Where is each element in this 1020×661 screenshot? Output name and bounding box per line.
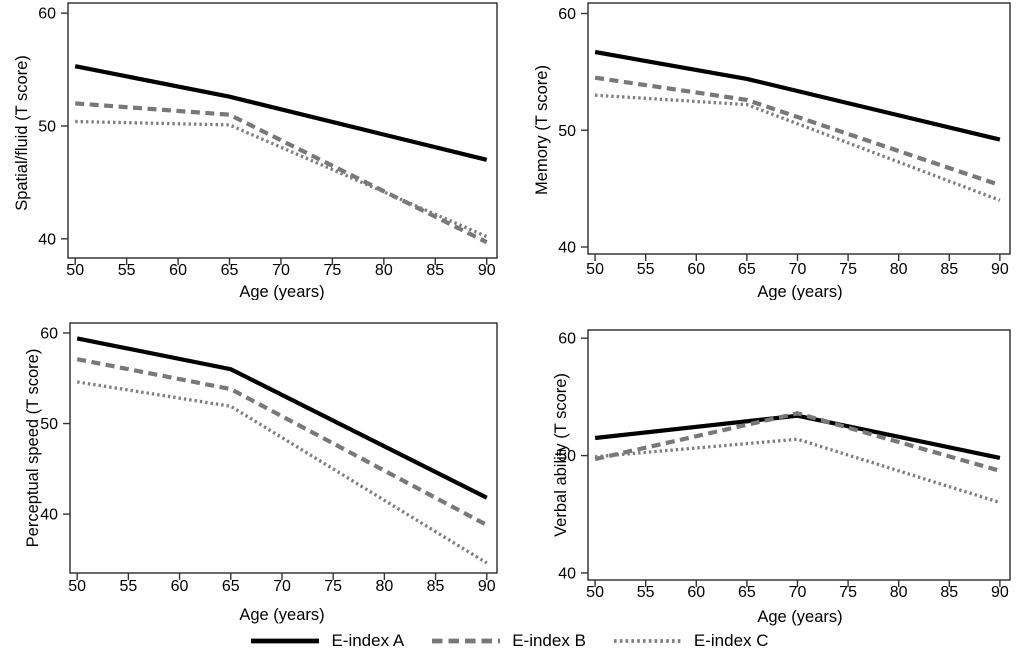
y-tick-label: 60: [558, 6, 576, 23]
series-line-e-index-b: [75, 101, 488, 245]
legend-label: E-index B: [512, 631, 586, 650]
series-line-e-index-a: [594, 413, 1001, 460]
legend-swatch-solid-line: [251, 638, 320, 644]
y-tick-label: 60: [38, 6, 56, 23]
x-tick-label: 75: [839, 261, 857, 278]
y-tick-label: 50: [40, 416, 58, 433]
x-tick-label: 90: [478, 262, 496, 279]
x-tick-label: 50: [68, 578, 86, 595]
series-line-e-index-b: [594, 411, 1001, 473]
y-axis-label: Verbal ability (T score): [552, 373, 570, 537]
x-tick-label: 80: [375, 262, 393, 279]
x-tick-label: 75: [323, 262, 341, 279]
chart-perceptual-speed: 40 50 60 50 55 60 65 70 75 80 85 90 Age (years) Per…: [24, 322, 498, 624]
series-line-e-index-a: [74, 64, 488, 162]
plot-frame: [587, 2, 1011, 255]
x-tick-label: 65: [738, 584, 756, 601]
legend-item-e-index-b: E-index B: [432, 631, 586, 651]
x-tick-label: 60: [171, 578, 189, 595]
legend-item-e-index-c: E-index C: [613, 631, 769, 651]
legend-swatch-dotted-line: [613, 639, 682, 643]
series-line-e-index-c: [75, 119, 488, 239]
series-line-e-index-a: [594, 49, 1001, 142]
x-tick-label: 70: [789, 261, 807, 278]
legend: E-index A E-index B E-index C: [0, 630, 1020, 661]
y-tick-label: 40: [38, 231, 56, 248]
x-tick-label: 65: [738, 261, 756, 278]
x-tick-label: 55: [637, 261, 655, 278]
x-tick-label: 80: [375, 578, 393, 595]
x-tick-label: 50: [586, 584, 604, 601]
legend-item-e-index-a: E-index A: [251, 631, 404, 651]
panel-perceptual-speed: 40 50 60 50 55 60 65 70 75 80 85 90 Age (years) Per…: [0, 300, 510, 630]
x-tick-label: 55: [637, 584, 655, 601]
series-line-e-index-b: [76, 357, 488, 527]
x-tick-label: 55: [119, 578, 137, 595]
chart-spatial-fluid: 40 50 60 50 55 60 65 70 75 80 85 90 Age (years) Spa…: [13, 2, 498, 300]
panel-verbal-ability: 40 50 60 50 55 60 65 70 75 80 85 90 Age (years) Ver…: [510, 300, 1020, 630]
x-tick-label: 85: [940, 261, 958, 278]
y-tick-label: 60: [558, 331, 576, 348]
y-tick-label: 50: [38, 118, 56, 135]
x-tick-label: 85: [426, 262, 444, 279]
y-tick-label: 60: [40, 325, 58, 342]
chart-memory: 40 50 60 50 55 60 65 70 75 80 85 90 Age (years) Mem…: [533, 2, 1011, 300]
x-tick-label: 60: [169, 262, 187, 279]
panel-spatial-fluid: 40 50 60 50 55 60 65 70 75 80 85 90 Age (years) Spa…: [0, 0, 510, 300]
y-axis-label: Memory (T score): [533, 65, 551, 195]
x-tick-label: 75: [324, 578, 342, 595]
plot-frame: [69, 322, 498, 574]
x-tick-label: 55: [118, 262, 136, 279]
x-tick-label: 60: [687, 261, 705, 278]
x-tick-label: 75: [839, 584, 857, 601]
x-tick-label: 65: [221, 262, 239, 279]
panel-memory: 40 50 60 50 55 60 65 70 75 80 85 90 Age (years) Mem…: [510, 0, 1020, 300]
y-tick-label: 40: [40, 507, 58, 524]
plot-frame: [67, 2, 498, 259]
x-axis-label: Age (years): [239, 283, 324, 300]
x-tick-label: 70: [272, 262, 290, 279]
x-tick-label: 65: [222, 578, 240, 595]
x-tick-label: 85: [427, 578, 445, 595]
legend-swatch-dashed-line: [432, 638, 501, 644]
legend-label: E-index A: [331, 631, 405, 650]
plot-frame: [587, 329, 1011, 581]
x-axis-label: Age (years): [239, 606, 324, 624]
series-line-e-index-c: [76, 380, 488, 565]
x-axis-label: Age (years): [757, 283, 842, 300]
series-line-e-index-a: [76, 336, 488, 500]
x-tick-label: 90: [991, 261, 1009, 278]
series-line-e-index-c: [594, 437, 1001, 505]
x-tick-label: 50: [586, 261, 604, 278]
y-axis-label: Perceptual speed (T score): [24, 349, 42, 548]
x-tick-label: 50: [66, 262, 84, 279]
y-tick-label: 40: [558, 565, 576, 582]
x-tick-label: 60: [687, 584, 705, 601]
chart-verbal-ability: 40 50 60 50 55 60 65 70 75 80 85 90 Age (years) Ver…: [552, 329, 1011, 626]
x-tick-label: 70: [789, 584, 807, 601]
y-tick-label: 50: [558, 448, 576, 465]
x-tick-label: 80: [890, 584, 908, 601]
x-tick-label: 80: [890, 261, 908, 278]
x-tick-label: 70: [273, 578, 291, 595]
y-tick-label: 40: [558, 239, 576, 256]
chart-grid: 40 50 60 50 55 60 65 70 75 80 85 90 Age (years) Spa…: [0, 0, 1020, 630]
x-tick-label: 90: [478, 578, 496, 595]
x-tick-label: 90: [991, 584, 1009, 601]
series-line-e-index-b: [594, 75, 1001, 188]
y-axis-label: Spatial/fluid (T score): [13, 55, 31, 211]
y-tick-label: 50: [558, 123, 576, 140]
legend-label: E-index C: [693, 631, 769, 650]
x-tick-label: 85: [940, 584, 958, 601]
series-line-e-index-c: [594, 93, 1001, 202]
x-axis-label: Age (years): [757, 608, 842, 626]
